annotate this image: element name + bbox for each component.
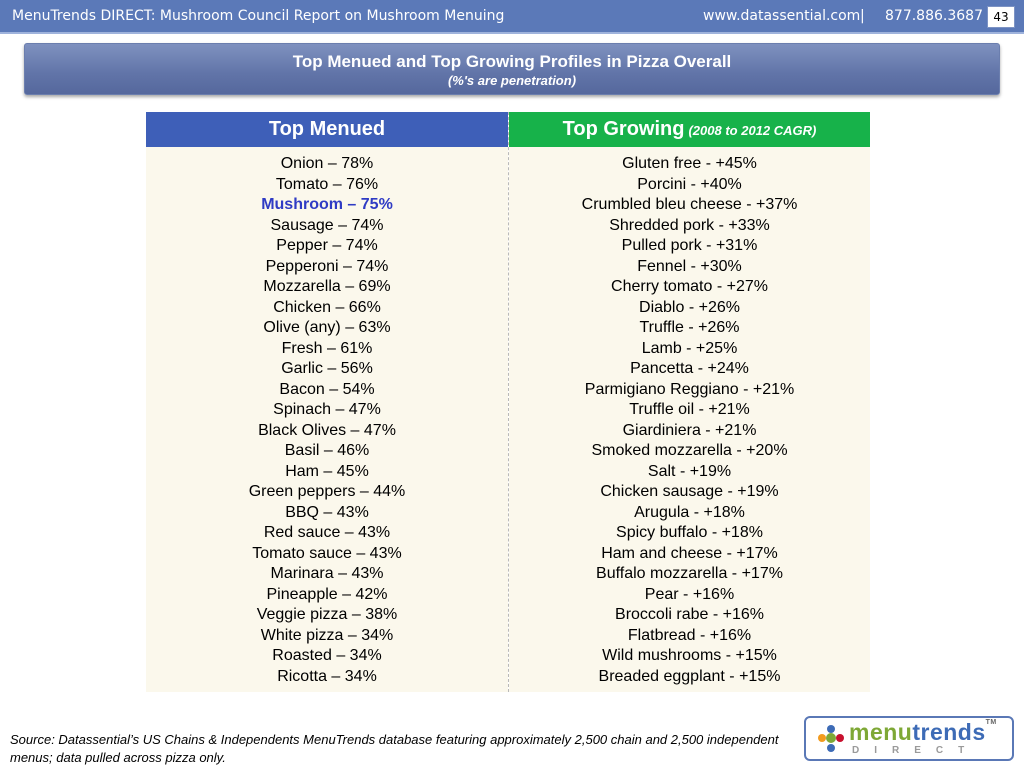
logo-wordmark: menutrendsTM bbox=[849, 719, 997, 745]
top-menued-item: Ham – 45% bbox=[285, 462, 369, 480]
header-bar: MenuTrends DIRECT: Mushroom Council Repo… bbox=[0, 0, 1024, 34]
top-menued-item: Sausage – 74% bbox=[270, 216, 384, 234]
top-menued-item: Black Olives – 47% bbox=[258, 421, 396, 439]
top-growing-item: Pulled pork - +31% bbox=[621, 237, 758, 254]
report-title: MenuTrends DIRECT: Mushroom Council Repo… bbox=[12, 8, 505, 24]
top-growing-item: Crumbled bleu cheese - +37% bbox=[581, 196, 798, 213]
top-growing-list: Gluten free - +45% Porcini - +40% Crumbled… bbox=[509, 147, 870, 692]
top-growing-header-label: Top Growing bbox=[562, 118, 685, 140]
top-growing-item: Smoked mozzarella - +20% bbox=[591, 442, 788, 459]
top-menued-item: Pepper – 74% bbox=[276, 237, 378, 254]
top-menued-item: Tomato sauce – 43% bbox=[252, 544, 402, 562]
top-growing-item: Diablo - +26% bbox=[639, 298, 740, 316]
top-menued-item: Marinara – 43% bbox=[270, 565, 384, 582]
top-menued-column: Top Menued Onion – 78% Tomato – 76% Mushro… bbox=[146, 112, 508, 692]
top-menued-item: Pineapple – 42% bbox=[266, 585, 388, 603]
top-menued-item: BBQ – 43% bbox=[285, 503, 369, 521]
top-menued-item: Veggie pizza – 38% bbox=[256, 606, 398, 623]
top-menued-item: Tomato – 76% bbox=[275, 175, 379, 193]
page-number: 43 bbox=[987, 6, 1015, 28]
top-menued-item: Mozzarella – 69% bbox=[263, 278, 391, 295]
top-growing-item: Gluten free - +45% bbox=[622, 155, 757, 172]
slide-title: Top Menued and Top Growing Profiles in P… bbox=[292, 52, 732, 71]
top-growing-item: Truffle - +26% bbox=[639, 319, 740, 336]
top-growing-item: Truffle oil - +21% bbox=[629, 401, 750, 418]
top-menued-item: Fresh – 61% bbox=[281, 339, 373, 357]
top-menued-item: White pizza – 34% bbox=[260, 626, 394, 644]
top-growing-item: Giardiniera - +21% bbox=[622, 421, 757, 439]
top-menued-list: Onion – 78% Tomato – 76% Mushroom – 75% Sau… bbox=[146, 147, 508, 692]
top-growing-item: Flatbread - +16% bbox=[627, 626, 752, 644]
top-growing-item: Broccoli rabe - +16% bbox=[615, 606, 764, 623]
top-menued-item: Olive (any) – 63% bbox=[263, 319, 391, 336]
top-growing-item: Parmigiano Reggiano - +21% bbox=[584, 380, 795, 398]
top-menued-item: Roasted – 34% bbox=[272, 647, 382, 664]
top-menued-item: Mushroom – 75% bbox=[261, 196, 393, 213]
top-growing-item: Salt - +19% bbox=[647, 462, 732, 480]
profiles-table: Top Menued Onion – 78% Tomato – 76% Mushro… bbox=[146, 112, 870, 692]
top-growing-item: Lamb - +25% bbox=[641, 339, 738, 357]
top-growing-item: Ham and cheese - +17% bbox=[601, 544, 778, 562]
top-menued-item: Garlic – 56% bbox=[281, 360, 373, 377]
phone-number: 877.886.3687 bbox=[885, 8, 983, 24]
puzzle-icon bbox=[818, 725, 844, 752]
top-menued-item: Red sauce – 43% bbox=[263, 524, 391, 541]
top-growing-item: Arugula - +18% bbox=[634, 503, 745, 521]
header-separator: | bbox=[860, 8, 865, 24]
top-menued-item: Basil – 46% bbox=[284, 442, 370, 459]
top-menued-item: Pepperoni – 74% bbox=[265, 257, 389, 275]
top-growing-item: Breaded eggplant - +15% bbox=[598, 667, 781, 685]
top-growing-item: Wild mushrooms - +15% bbox=[602, 647, 777, 664]
top-growing-header: Top Growing (2008 to 2012 CAGR) bbox=[509, 112, 870, 147]
top-menued-item: Chicken – 66% bbox=[273, 298, 381, 316]
top-growing-item: Porcini - +40% bbox=[637, 175, 742, 193]
website-link[interactable]: www.datassential.com bbox=[703, 8, 861, 24]
top-menued-header: Top Menued bbox=[146, 112, 508, 147]
top-growing-item: Fennel - +30% bbox=[637, 257, 742, 275]
top-menued-item: Bacon – 54% bbox=[279, 380, 375, 398]
top-growing-column: Top Growing (2008 to 2012 CAGR) Gluten fr… bbox=[508, 112, 870, 692]
source-note: Source: Datassential’s US Chains & Indep… bbox=[10, 732, 779, 765]
top-growing-item: Buffalo mozzarella - +17% bbox=[596, 565, 783, 582]
top-growing-item: Pear - +16% bbox=[644, 585, 735, 603]
top-growing-item: Spicy buffalo - +18% bbox=[616, 524, 763, 541]
menutrends-logo: menutrendsTM DIRECT bbox=[804, 716, 1014, 761]
slide-title-box: Top Menued and Top Growing Profiles in P… bbox=[24, 43, 1000, 95]
top-menued-item: Green peppers – 44% bbox=[248, 483, 406, 500]
top-menued-item: Ricotta – 34% bbox=[277, 667, 377, 685]
top-menued-header-label: Top Menued bbox=[268, 118, 386, 140]
top-growing-header-note: (2008 to 2012 CAGR) bbox=[688, 123, 817, 138]
top-menued-item: Onion – 78% bbox=[280, 155, 374, 172]
top-growing-item: Shredded pork - +33% bbox=[609, 216, 770, 234]
slide-subtitle: (%'s are penetration) bbox=[447, 73, 577, 88]
logo-tagline: DIRECT bbox=[852, 745, 980, 756]
top-growing-item: Chicken sausage - +19% bbox=[600, 483, 779, 500]
top-menued-item: Spinach – 47% bbox=[273, 401, 381, 418]
top-growing-item: Cherry tomato - +27% bbox=[611, 278, 768, 295]
top-growing-item: Pancetta - +24% bbox=[630, 360, 749, 377]
